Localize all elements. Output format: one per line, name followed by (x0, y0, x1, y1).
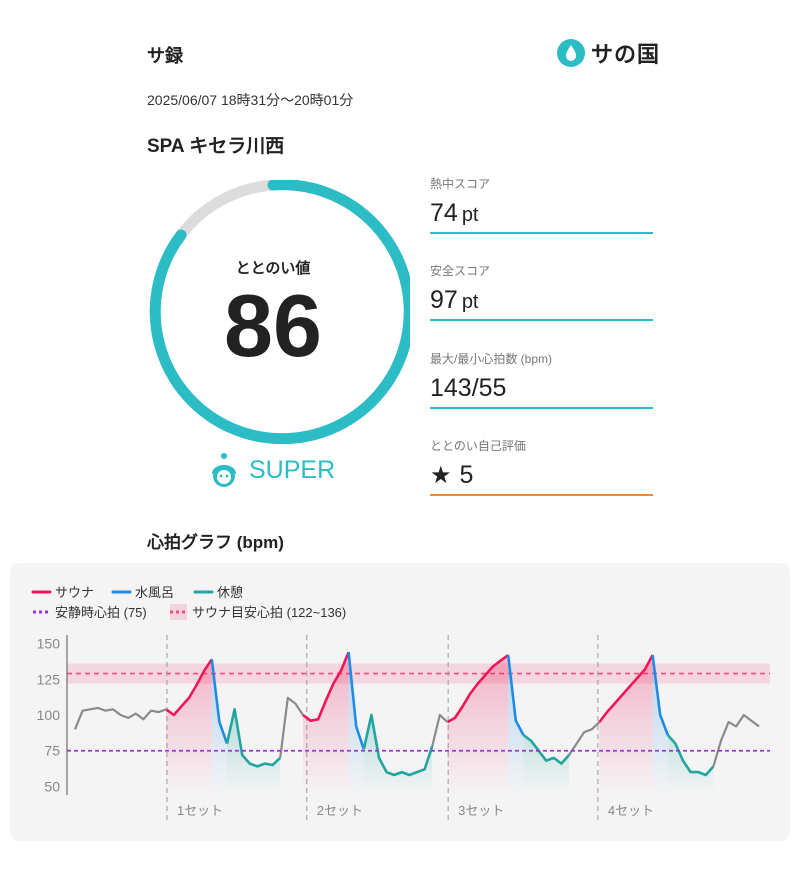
series-area (166, 652, 653, 795)
metric-label: 熱中スコア (430, 177, 491, 191)
underline (430, 232, 653, 234)
metric-value: 74 pt (430, 195, 653, 232)
metric: 最大/最小心拍数 (bpm) 143/55 (430, 350, 653, 409)
series-line (73, 696, 760, 767)
score-value: 86 (224, 276, 322, 375)
metric: ととのい自己評価 ★ 5 (430, 437, 653, 496)
chart-title: 心拍グラフ (bpm) (147, 533, 284, 552)
heart-rate-chart: 1セット 2セット 3セット 4セット 50 75 100 125 150 サウナ 水風呂 休憩安静時… (31, 585, 770, 820)
star-icon: ★ (430, 462, 452, 489)
metric-number: 74 (430, 199, 458, 227)
metric: 熱中スコア 74 pt (430, 175, 653, 234)
gauge-track (176, 180, 274, 239)
set-label: 2セット (317, 803, 363, 818)
metric-number: 5 (459, 461, 474, 489)
metric-number: 143/55 (430, 374, 507, 402)
metric-value: ★ 5 (430, 457, 653, 494)
series-line (165, 651, 654, 724)
metric-number: 97 (430, 286, 458, 314)
score-gauge (149, 180, 410, 445)
rank: SUPER (207, 452, 335, 488)
underline (430, 407, 653, 409)
y-tick-label: 75 (44, 743, 60, 759)
logo-icon (557, 39, 585, 67)
underline (430, 494, 653, 496)
app-title: サ録 (147, 46, 183, 66)
set-label: 1セット (177, 803, 223, 818)
metric-unit: pt (461, 204, 479, 226)
set-label: 4セット (608, 803, 654, 818)
series-line (225, 708, 715, 777)
y-tick-label: 100 (37, 707, 61, 723)
logo-text: サの国 (591, 42, 661, 67)
metric-label: 安全スコア (430, 264, 491, 278)
metric-value: 97 pt (430, 282, 653, 319)
visit-datetime: 2025/06/07 18時31分〜20時01分 (147, 92, 354, 108)
legend-label: 休憩 (217, 585, 243, 600)
gauge-arc (149, 180, 410, 445)
legend-label: 安静時心拍 (75) (55, 605, 147, 620)
metric-unit: pt (461, 291, 479, 313)
score-label: ととのい値 (235, 260, 311, 277)
metric-value: 143/55 (430, 370, 653, 407)
y-tick-label: 150 (37, 636, 61, 652)
facility-name: SPA キセラ川西 (147, 136, 285, 157)
rank-icon (212, 453, 236, 487)
series-line (210, 651, 670, 750)
y-tick-label: 50 (44, 778, 60, 794)
legend-label: サウナ (55, 585, 94, 600)
series-area (227, 709, 714, 795)
metric: 安全スコア 97 pt (430, 262, 653, 321)
legend-label: 水風呂 (135, 585, 174, 600)
rank-text: SUPER (249, 455, 336, 484)
set-label: 3セット (458, 803, 504, 818)
underline (430, 319, 653, 321)
legend-label: サウナ目安心拍 (122~136) (192, 605, 346, 620)
metric-label: ととのい自己評価 (430, 439, 526, 453)
y-tick-label: 125 (37, 671, 61, 687)
metric-label: 最大/最小心拍数 (bpm) (430, 352, 553, 366)
logo: サの国 (557, 37, 660, 69)
